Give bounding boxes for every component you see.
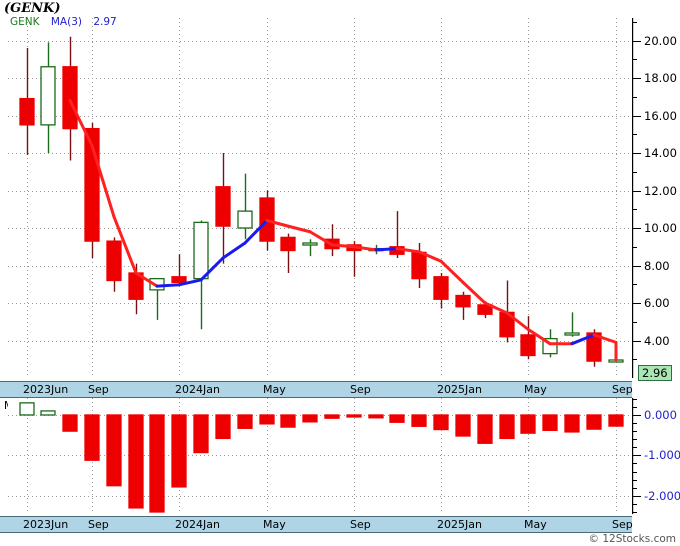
date-axis-bottom: 2023Jun Sep 2024Jan May Sep 2025Jan May Sep — [0, 516, 633, 533]
last-price-tag: 2.96 — [638, 365, 672, 381]
date-tick-label: May — [263, 518, 286, 531]
date-tick-label: Sep — [350, 518, 371, 531]
price-tick-label: 16.00 — [644, 108, 677, 123]
page-title: (GENK) — [4, 1, 61, 16]
date-tick-label: May — [524, 518, 547, 531]
price-tick-label: 20.00 — [644, 33, 677, 48]
date-tick-label: Sep — [88, 383, 109, 396]
date-tick-label: 2024Jan — [175, 518, 220, 531]
date-tick-label: Sep — [350, 383, 371, 396]
price-tick-label: 14.00 — [644, 146, 677, 160]
price-axis — [632, 18, 641, 378]
macd-tick-label: 0.000 — [644, 407, 677, 422]
legend-symbol: GENK — [10, 16, 40, 28]
price-tick-label: 18.00 — [644, 71, 677, 85]
date-tick-label: May — [524, 383, 547, 396]
legend-ma-value: 2.97 — [93, 16, 117, 28]
date-tick-label: Sep — [88, 518, 109, 531]
date-axis-top: 2023Jun Sep 2024Jan May Sep 2025Jan May Sep — [0, 381, 633, 398]
price-tick-label: 10.00 — [644, 221, 677, 235]
price-tick-label: 4.00 — [644, 333, 670, 348]
price-tick-label: 12.00 — [644, 183, 677, 198]
date-tick-label: 2025Jan — [437, 518, 482, 531]
price-tick-label: 6.00 — [644, 296, 670, 310]
date-tick-label: 2025Jan — [437, 383, 482, 396]
macd-chart-panel[interactable] — [8, 398, 632, 514]
date-tick-label: Sep — [612, 383, 633, 396]
macd-tick-label: -2.000 — [644, 488, 680, 503]
price-chart-panel[interactable] — [8, 18, 632, 378]
date-tick-label: May — [263, 383, 286, 396]
watermark: © 12Stocks.com — [588, 533, 677, 545]
date-tick-label: 2024Jan — [175, 383, 220, 396]
date-tick-label: Sep — [612, 518, 633, 531]
legend-ma-label: MA(3) — [50, 16, 82, 28]
date-tick-label: 2023Jun — [23, 383, 69, 396]
price-tick-label: 8.00 — [644, 258, 670, 273]
macd-axis — [632, 398, 641, 514]
macd-tick-label: -1.000 — [644, 448, 680, 463]
date-tick-label: 2023Jun — [23, 518, 69, 531]
price-legend: GENK MA(3) 2.97 — [10, 16, 117, 28]
